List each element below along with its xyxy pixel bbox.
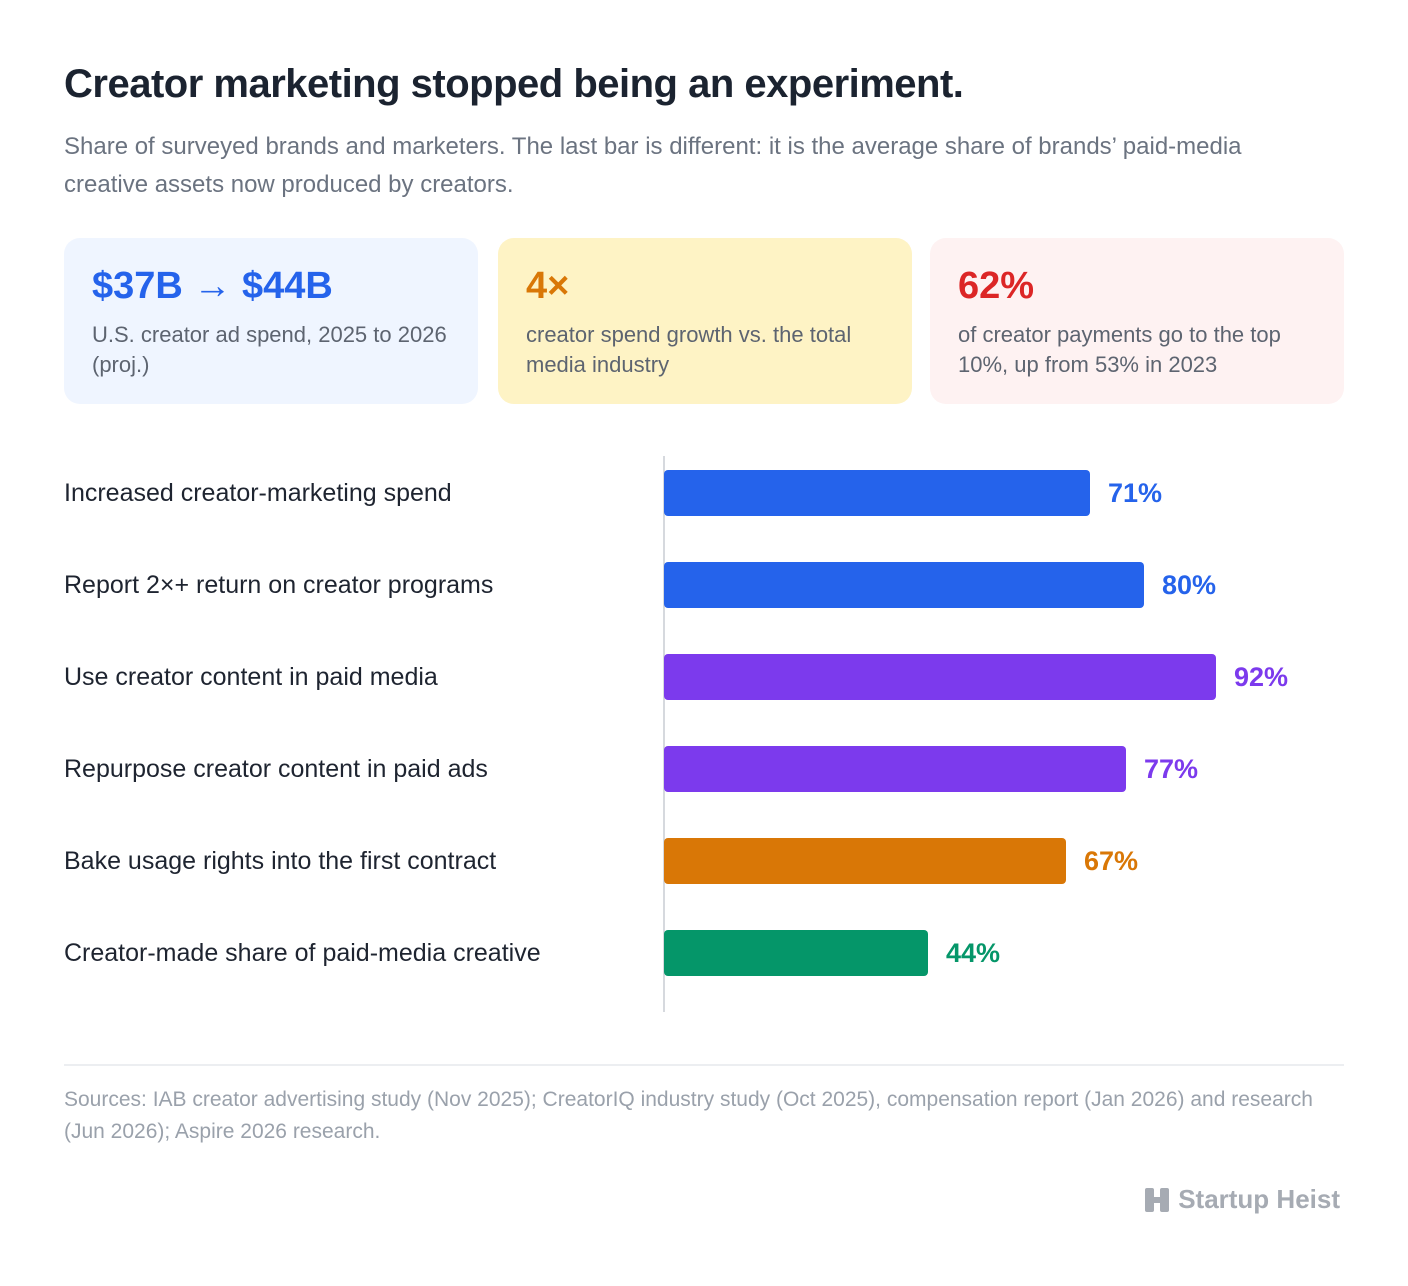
stat-cards: $37B → $44B U.S. creator ad spend, 2025 … [64, 238, 1344, 404]
stat-card-payments: 62% of creator payments go to the top 10… [930, 238, 1344, 404]
bar-value-label: 80% [1162, 570, 1216, 600]
stat-value: $37B → $44B [92, 265, 333, 307]
bar [664, 930, 928, 976]
stat-value: 62% [958, 265, 1035, 307]
brand-name: Startup Heist [1178, 1184, 1340, 1214]
category-label: Creator-made share of paid-media creativ… [64, 939, 541, 967]
bar-value-label: 67% [1084, 846, 1138, 876]
bar [664, 746, 1126, 792]
footer-divider [64, 1064, 1344, 1066]
bar [664, 838, 1066, 884]
bar [664, 562, 1144, 608]
bar-chart: Increased creator-marketing spend 71% Repo… [64, 456, 1288, 1012]
chart-subtitle: Share of surveyed brands and marketers. … [64, 133, 1242, 198]
bar [664, 654, 1216, 700]
bar-value-label: 92% [1234, 662, 1288, 692]
category-label: Use creator content in paid media [64, 663, 438, 691]
stat-value: 4× [526, 265, 570, 307]
brand-logo: Startup Heist [1144, 1184, 1340, 1215]
bar-value-label: 71% [1108, 478, 1162, 508]
sources-note: Sources: IAB creator advertising study (… [64, 1088, 1313, 1143]
stat-card-growth: 4× creator spend growth vs. the total me… [498, 238, 912, 404]
bar [664, 470, 1090, 516]
bar-value-label: 77% [1144, 754, 1198, 784]
bar-group: Increased creator-marketing spend 71% Repo… [64, 470, 1288, 976]
bar-value-label: 44% [946, 938, 1000, 968]
stat-label: creator spend growth vs. the total media… [526, 322, 852, 377]
brand-mark-icon [1145, 1187, 1170, 1212]
category-label: Increased creator-marketing spend [64, 479, 452, 507]
stat-label: of creator payments go to the top 10%, u… [958, 322, 1281, 377]
stat-card-ad-spend: $37B → $44B U.S. creator ad spend, 2025 … [64, 238, 478, 404]
stat-label: U.S. creator ad spend, 2025 to 2026 (pro… [92, 322, 447, 377]
category-label: Report 2×+ return on creator programs [64, 571, 493, 599]
category-label: Repurpose creator content in paid ads [64, 755, 488, 783]
chart-title: Creator marketing stopped being an exper… [64, 62, 964, 106]
category-label: Bake usage rights into the first contrac… [64, 847, 496, 875]
